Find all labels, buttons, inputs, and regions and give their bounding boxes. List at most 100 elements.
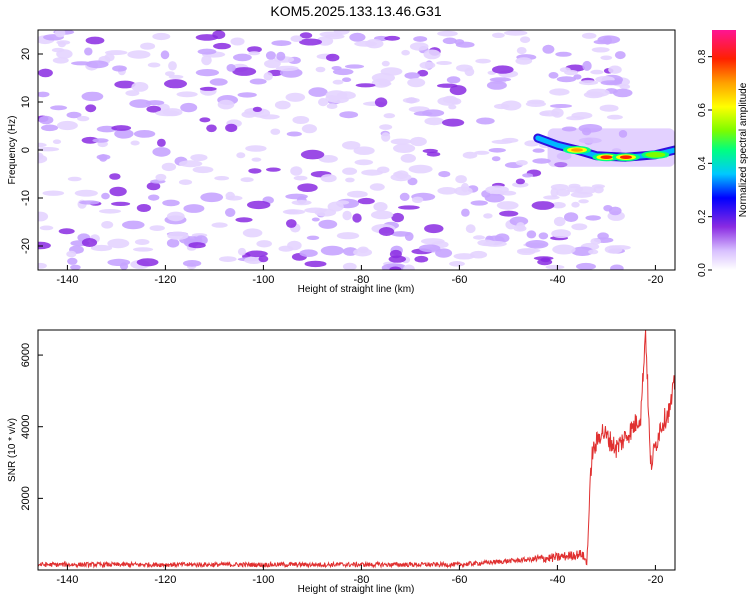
noise-blob bbox=[287, 240, 302, 251]
noise-blob bbox=[311, 217, 320, 222]
noise-blob bbox=[531, 201, 555, 210]
noise-blob bbox=[195, 69, 219, 77]
noise-blob bbox=[464, 67, 475, 77]
noise-blob bbox=[442, 95, 458, 104]
spectrogram-xtick-label: -120 bbox=[154, 274, 176, 286]
noise-blob bbox=[256, 240, 273, 248]
colorbar-tick-label: 0.6 bbox=[697, 103, 708, 117]
noise-blob bbox=[180, 102, 198, 113]
noise-blob bbox=[162, 199, 180, 207]
colorbar-ticks: 0.0 0.2 0.4 0.6 0.8 bbox=[697, 49, 712, 277]
noise-blob bbox=[212, 30, 226, 40]
noise-blob bbox=[101, 192, 110, 200]
noise-blob bbox=[166, 211, 185, 222]
noise-blob bbox=[67, 257, 78, 265]
noise-blob bbox=[355, 83, 376, 88]
noise-blob bbox=[344, 64, 365, 69]
snr-panel: -140 -120 -100 -80 -60 -40 -20 2000 4000 6000 He… bbox=[7, 329, 676, 595]
noise-blob bbox=[499, 210, 519, 217]
noise-blob bbox=[407, 177, 418, 186]
noise-blob bbox=[326, 53, 340, 62]
noise-blob bbox=[299, 38, 322, 46]
noise-blob bbox=[247, 200, 271, 210]
noise-blob bbox=[290, 35, 303, 42]
noise-blob bbox=[274, 100, 291, 110]
noise-blob bbox=[86, 60, 109, 69]
noise-blob bbox=[423, 49, 441, 60]
noise-blob bbox=[125, 90, 140, 97]
noise-blob bbox=[92, 138, 109, 143]
noise-blob bbox=[453, 253, 475, 260]
noise-blob bbox=[476, 117, 495, 125]
spectrogram-xtick-label: -100 bbox=[252, 274, 274, 286]
noise-blob bbox=[407, 78, 426, 88]
noise-blob bbox=[149, 225, 165, 232]
noise-blob bbox=[335, 200, 350, 205]
noise-blob bbox=[90, 244, 113, 252]
noise-blob bbox=[235, 217, 253, 223]
spectrogram-noise-blobs bbox=[38, 30, 633, 270]
noise-blob bbox=[342, 141, 361, 150]
noise-blob bbox=[248, 168, 262, 174]
noise-blob bbox=[555, 51, 572, 57]
snr-xtick-label: -100 bbox=[252, 574, 274, 586]
noise-blob bbox=[50, 105, 68, 111]
noise-blob bbox=[182, 260, 202, 267]
noise-blob bbox=[525, 240, 549, 249]
noise-blob bbox=[168, 61, 177, 71]
noise-blob bbox=[448, 104, 457, 110]
noise-blob bbox=[147, 62, 161, 68]
noise-blob bbox=[237, 247, 247, 256]
noise-blob bbox=[404, 72, 421, 79]
noise-blob bbox=[38, 142, 47, 148]
noise-blob bbox=[520, 36, 531, 43]
noise-blob bbox=[553, 216, 566, 227]
snr-xtick-label: -140 bbox=[56, 574, 78, 586]
noise-blob bbox=[564, 69, 579, 76]
noise-blob bbox=[85, 104, 97, 113]
noise-blob bbox=[413, 36, 428, 42]
noise-blob bbox=[136, 258, 159, 267]
noise-blob bbox=[418, 244, 441, 253]
snr-xtick-label: -120 bbox=[154, 574, 176, 586]
noise-blob bbox=[168, 74, 184, 79]
noise-blob bbox=[496, 201, 519, 210]
noise-blob bbox=[190, 154, 208, 162]
snr-xtick-label: -60 bbox=[451, 574, 467, 586]
noise-blob bbox=[369, 183, 385, 191]
noise-blob bbox=[486, 81, 507, 90]
noise-blob bbox=[38, 115, 54, 125]
noise-blob bbox=[449, 261, 465, 267]
noise-blob bbox=[51, 47, 65, 53]
noise-blob bbox=[424, 117, 445, 126]
noise-blob bbox=[582, 60, 592, 71]
noise-blob bbox=[342, 262, 357, 270]
noise-blob bbox=[517, 248, 536, 255]
noise-blob bbox=[473, 235, 485, 240]
noise-blob bbox=[332, 68, 354, 76]
noise-blob bbox=[462, 151, 478, 159]
noise-blob bbox=[326, 103, 338, 109]
noise-blob bbox=[470, 200, 488, 206]
noise-blob bbox=[214, 176, 230, 181]
noise-blob bbox=[111, 125, 132, 131]
noise-blob bbox=[167, 231, 189, 240]
noise-blob bbox=[417, 69, 429, 77]
noise-blob bbox=[70, 264, 81, 270]
noise-blob bbox=[67, 176, 82, 182]
noise-blob bbox=[371, 72, 395, 83]
noise-blob bbox=[593, 185, 604, 194]
noise-blob bbox=[176, 91, 198, 98]
noise-blob bbox=[374, 97, 388, 108]
noise-blob bbox=[38, 91, 50, 98]
noise-blob bbox=[442, 37, 457, 45]
noise-blob bbox=[112, 65, 127, 72]
noise-blob bbox=[552, 244, 576, 255]
noise-blob bbox=[275, 65, 299, 72]
noise-blob bbox=[390, 173, 412, 182]
noise-blob bbox=[398, 205, 420, 210]
spectrogram-y-label: Frequency (Hz) bbox=[7, 116, 18, 185]
noise-blob bbox=[248, 51, 260, 56]
noise-blob bbox=[419, 61, 436, 69]
noise-blob bbox=[571, 246, 594, 256]
